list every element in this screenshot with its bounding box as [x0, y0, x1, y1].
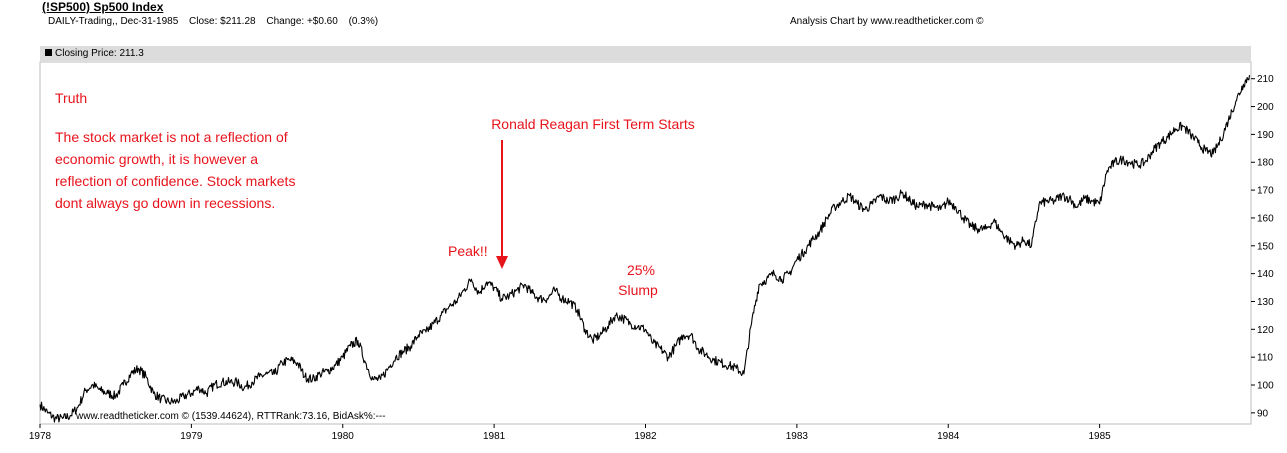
change-pct-label: (0.3%): [348, 16, 379, 27]
y-tick-label-130: 130: [1257, 297, 1274, 308]
annotation-truth-line: economic growth, it is however a: [55, 151, 258, 167]
close-label: Close: $211.28: [189, 16, 256, 27]
price-summary: DAILY-Trading,, Dec-31-1985 Close: $211.…: [48, 16, 386, 27]
x-tick-label-1981: 1981: [483, 431, 506, 442]
x-tick-label-1984: 1984: [937, 431, 960, 442]
y-tick-label-140: 140: [1257, 269, 1274, 280]
legend-square-icon: [45, 49, 52, 56]
annotation-truth-line: reflection of confidence. Stock markets: [55, 173, 295, 189]
y-tick-label-210: 210: [1257, 74, 1274, 85]
legend-label: Closing Price: 211.3: [55, 48, 144, 59]
y-tick-label-160: 160: [1257, 213, 1274, 224]
x-tick-label-1979: 1979: [180, 431, 203, 442]
y-tick-label-200: 200: [1257, 102, 1274, 113]
annotation-slump-pct: 25%: [627, 262, 655, 278]
y-tick-label-150: 150: [1257, 241, 1274, 252]
y-tick-label-110: 110: [1257, 353, 1273, 364]
footer-text: www.readtheticker.com © (1539.44624), RT…: [75, 411, 386, 422]
chart-credit: Analysis Chart by www.readtheticker.com …: [790, 16, 984, 27]
y-tick-label-190: 190: [1257, 130, 1274, 141]
x-tick-label-1985: 1985: [1089, 431, 1112, 442]
annotation-peak-label: Peak!!: [448, 243, 488, 259]
y-tick-label-90: 90: [1257, 408, 1269, 419]
y-tick-label-120: 120: [1257, 325, 1274, 336]
annotation-slump-word: Slump: [618, 282, 658, 298]
y-tick-label-170: 170: [1257, 186, 1274, 197]
annotation-truth-title: Truth: [55, 90, 87, 106]
x-tick-label-1978: 1978: [29, 431, 52, 442]
x-tick-label-1980: 1980: [332, 431, 355, 442]
x-tick-label-1982: 1982: [634, 431, 657, 442]
annotation-reagan-label: Ronald Reagan First Term Starts: [491, 116, 695, 132]
y-tick-label-100: 100: [1257, 381, 1274, 392]
change-label: Change: +$0.60: [266, 16, 338, 27]
x-tick-label-1983: 1983: [786, 431, 809, 442]
panel-header: Closing Price: 211.3: [40, 46, 1251, 61]
y-tick-label-180: 180: [1257, 158, 1274, 169]
period-label: DAILY-Trading,, Dec-31-1985: [48, 16, 179, 27]
annotation-truth-line: dont always go down in recessions.: [55, 195, 275, 211]
reagan-arrow-head-icon: [496, 256, 508, 269]
annotation-truth-line: The stock market is not a reflection of: [55, 129, 288, 145]
series-closing-price-line: [39, 75, 1251, 423]
chart-title: (!SP500) Sp500 Index: [42, 0, 164, 14]
